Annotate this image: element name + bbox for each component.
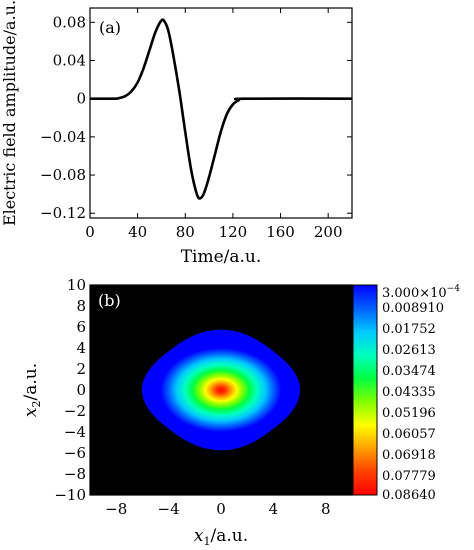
panel-b-y-tick-label: 4: [76, 339, 86, 357]
panel-b-y-tick-label: −10: [54, 486, 86, 504]
panel-a-y-ticks: 0.08 0.04 0 −0.04 −0.08 −0.12: [40, 13, 352, 222]
panel-b-y-tick-label: 0: [76, 381, 86, 399]
panel-b-y-tick-label: 6: [76, 318, 86, 336]
panel-b-x-ticks: −8 −4 0 4 8: [105, 490, 331, 518]
colorbar-labels: 0.008910 0.01752 0.02613 0.03474 0.04335 0.05…: [382, 301, 444, 503]
panel-b-y-tick-label: −4: [64, 423, 86, 441]
panel-a-series-line: [89, 18, 353, 200]
panel-a-x-ticks: 0 40 80 120 160 200: [85, 8, 343, 241]
panel-b-y-axis-unit: /a.u.: [21, 363, 41, 401]
panel-b-x-tick-label: 8: [321, 500, 331, 518]
panel-b-y-tick-label: 10: [67, 276, 86, 294]
panel-b-y-tick-label: −2: [64, 402, 86, 420]
panel-a-x-tick-label: 80: [176, 223, 195, 241]
panel-a: (a) 0 40 80 120 160 200 0.08 0.04 0 −0.04 −0.08 −0…: [0, 0, 353, 267]
panel-a-x-tick-label: 120: [219, 223, 248, 241]
panel-a-frame: [89, 7, 353, 219]
panel-b-y-ticks: 10 8 6 4 2 0 −2 −4 −6 −8 −10: [54, 276, 95, 504]
panel-b-x-axis-unit: /a.u.: [210, 526, 248, 546]
colorbar-label: 0.05196: [382, 406, 436, 421]
panel-a-x-tick-label: 40: [128, 223, 147, 241]
panel-b-x-tick-label: −8: [105, 500, 127, 518]
colorbar: [352, 284, 378, 496]
panel-b-y-tick-label: 8: [76, 297, 86, 315]
panel-b-x-axis-var: x: [194, 526, 204, 546]
panel-b-x-tick-label: 0: [216, 500, 226, 518]
colorbar-top-label: 3.000×10−4: [382, 284, 460, 301]
panel-a-y-tick-label: −0.04: [40, 128, 86, 146]
colorbar-label: 0.02613: [382, 343, 436, 358]
panel-b-x-tick-label: 4: [269, 500, 279, 518]
panel-b-x-axis-sub: 1: [203, 535, 210, 548]
panel-a-y-tick-label: −0.08: [40, 166, 86, 184]
panel-a-y-axis-label: Electric field amplitude/a.u.: [0, 0, 19, 226]
panel-a-x-tick-label: 160: [266, 223, 295, 241]
panel-a-label: (a): [99, 18, 121, 37]
panel-a-y-tick-label: 0.04: [53, 52, 86, 70]
panel-a-y-tick-label: 0.08: [53, 13, 86, 31]
colorbar-label: 0.08640: [382, 488, 436, 503]
colorbar-label: 0.01752: [382, 322, 436, 337]
colorbar-label: 0.03474: [382, 364, 436, 379]
panel-b-y-axis-var: x: [21, 407, 41, 417]
colorbar-label: 0.06057: [382, 427, 436, 442]
colorbar-label: 0.008910: [382, 301, 444, 316]
colorbar-label: 0.06918: [382, 448, 436, 463]
colorbar-top-mantissa: 3.000×10: [382, 286, 447, 301]
colorbar-label: 0.04335: [382, 385, 436, 400]
panel-a-y-tick-label: −0.12: [40, 204, 86, 222]
panel-a-x-tick-label: 0: [85, 223, 95, 241]
panel-b-y-tick-label: 2: [76, 360, 86, 378]
panel-b-y-tick-label: −6: [64, 444, 86, 462]
panel-b-y-tick-label: −8: [64, 465, 86, 483]
colorbar-label: 0.07779: [382, 469, 436, 484]
panel-b-y-axis-label: x2/a.u.: [21, 363, 43, 417]
panel-a-x-tick-label: 200: [314, 223, 343, 241]
panel-b-y-axis-sub: 2: [30, 401, 43, 408]
panel-b-label: (b): [98, 291, 121, 310]
panel-a-x-axis-label: Time/a.u.: [181, 247, 262, 267]
panel-a-y-tick-label: 0: [76, 90, 86, 108]
panel-b-x-tick-label: −4: [158, 500, 180, 518]
panel-b-peak-gradient: [160, 348, 282, 432]
panel-b-x-axis-label: x1/a.u.: [194, 526, 248, 548]
colorbar-top-exponent: −4: [447, 284, 461, 294]
